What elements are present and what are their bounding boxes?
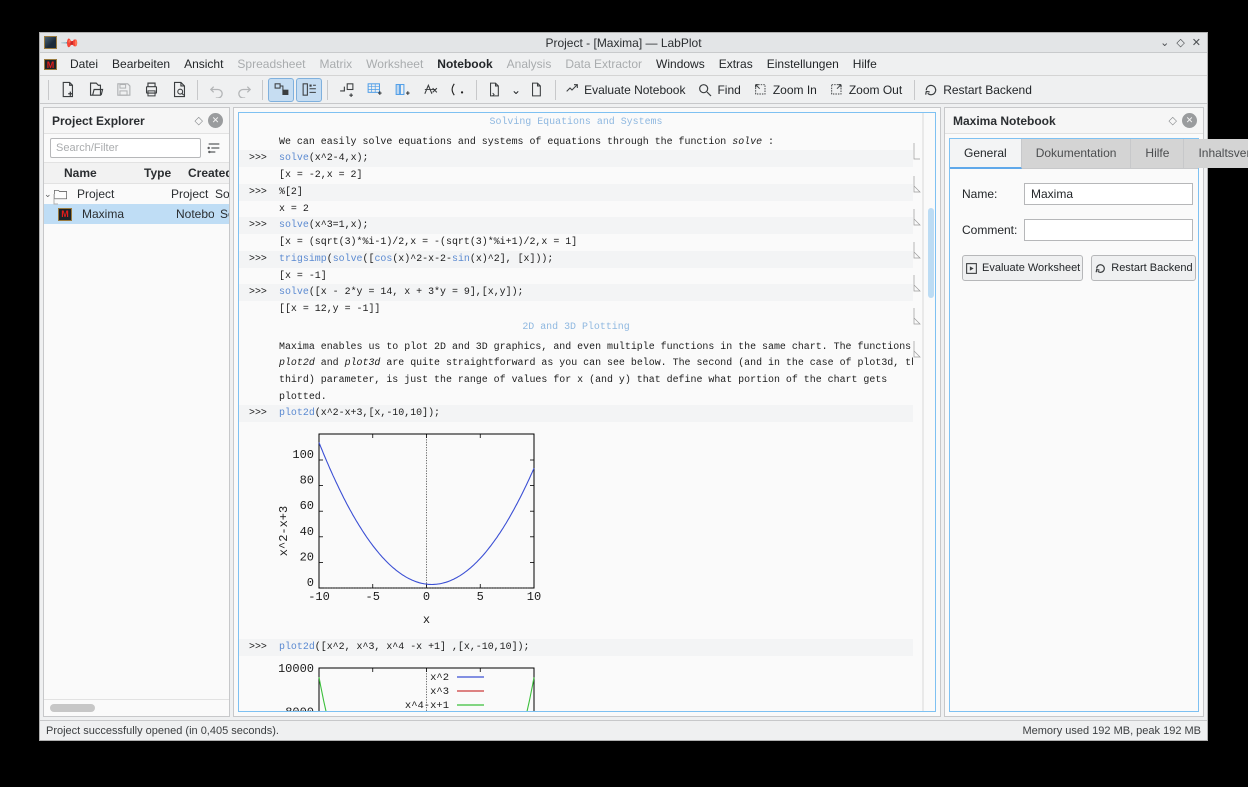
svg-text:40: 40 bbox=[300, 525, 314, 539]
svg-text:0: 0 bbox=[423, 590, 430, 604]
svg-text:-10: -10 bbox=[308, 590, 330, 604]
svg-text:x^4-x+1: x^4-x+1 bbox=[405, 700, 449, 711]
svg-text:10: 10 bbox=[527, 590, 541, 604]
svg-text:80: 80 bbox=[300, 474, 314, 488]
svg-text:60: 60 bbox=[300, 499, 314, 513]
svg-text:x^2-x+3: x^2-x+3 bbox=[279, 506, 291, 556]
svg-text:-5: -5 bbox=[366, 590, 380, 604]
svg-text:x^2: x^2 bbox=[430, 672, 449, 684]
svg-text:x^3: x^3 bbox=[430, 686, 449, 698]
svg-text:5: 5 bbox=[477, 590, 484, 604]
svg-text:20: 20 bbox=[300, 551, 314, 565]
svg-text:x: x bbox=[423, 613, 430, 627]
svg-text:10000: 10000 bbox=[279, 662, 314, 676]
svg-text:8000: 8000 bbox=[285, 705, 314, 711]
svg-text:0: 0 bbox=[307, 576, 314, 590]
svg-text:100: 100 bbox=[292, 448, 314, 462]
